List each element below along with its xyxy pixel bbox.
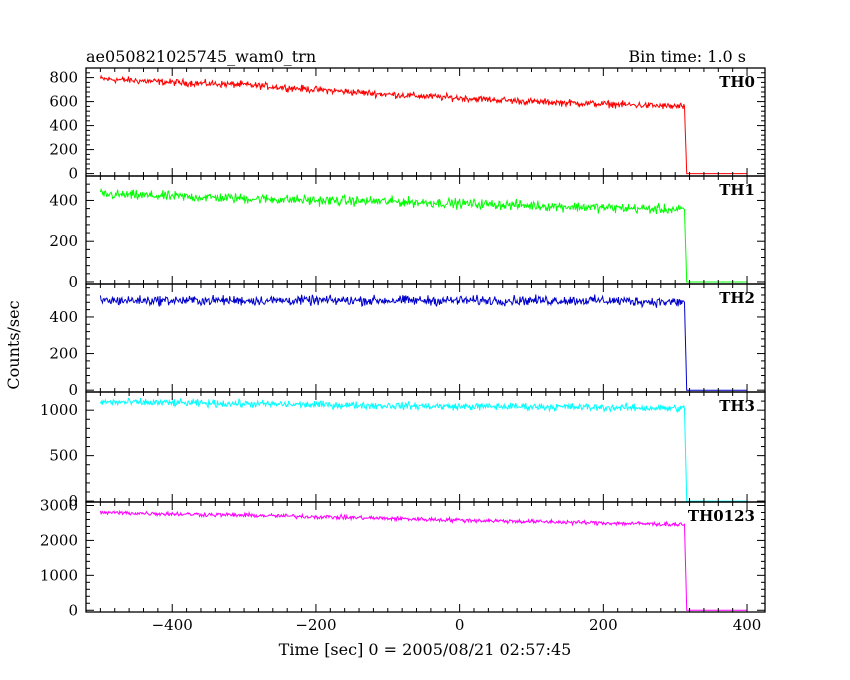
y-tick-label: 400 [49, 117, 78, 135]
panel-th0: 0 200 400 600 800 TH0 [49, 67, 766, 183]
y-tick-label: 200 [49, 141, 78, 159]
y-tick-label: 400 [49, 308, 78, 326]
y-tick-label: 2000 [40, 531, 78, 549]
bin-time-label: Bin time: 1.0 s [628, 47, 746, 66]
y-tick-label: 1000 [40, 566, 78, 584]
panel-label-th0: TH0 [719, 73, 755, 91]
panel-label-th0123: TH0123 [688, 507, 755, 525]
chart-title: ae050821025745_wam0_trn [86, 47, 316, 66]
series-line-th2 [99, 294, 747, 391]
panel-th1: 0 200 400 TH1 [49, 175, 766, 291]
y-tick-label: 800 [49, 69, 78, 87]
y-tick-label: 0 [68, 601, 78, 619]
y-tick-label: 500 [49, 447, 78, 465]
x-tick-label: −200 [295, 616, 336, 634]
y-tick-label: 3000 [40, 496, 78, 514]
panel-frame [85, 67, 766, 177]
panel-frame [85, 175, 766, 285]
series-line-th1 [99, 187, 747, 283]
series-line-th0 [99, 74, 747, 175]
panel-label-th3: TH3 [719, 397, 755, 415]
y-tick-label: 0 [68, 381, 78, 399]
y-tick-label: 600 [49, 93, 78, 111]
x-axis-label: Time [sec] 0 = 2005/08/21 02:57:45 [279, 640, 572, 659]
y-axis-label: Counts/sec [4, 300, 23, 389]
panel-label-th2: TH2 [719, 289, 755, 307]
x-tick-label: 400 [733, 616, 762, 634]
x-tick-label: 0 [455, 616, 465, 634]
y-tick-label: 0 [68, 492, 78, 510]
panels-group: 0 200 400 600 800 TH0 0 200 400 TH1 0 200 400 TH2 0 500… [40, 67, 766, 619]
y-tick-label: 400 [49, 191, 78, 209]
panel-label-th1: TH1 [719, 181, 755, 199]
panel-th0123: 0 1000 2000 3000 TH0123 [40, 496, 766, 619]
panel-frame [85, 501, 766, 613]
y-tick-label: 1000 [40, 401, 78, 419]
x-tick-labels: −400 −200 0 200 400 [152, 616, 762, 634]
series-line-th0123 [99, 509, 747, 611]
y-tick-label: 0 [68, 165, 78, 183]
series-line-th3 [99, 397, 747, 502]
x-tick-label: −400 [152, 616, 193, 634]
x-tick-label: 200 [589, 616, 618, 634]
panel-th2: 0 200 400 TH2 [49, 283, 766, 399]
y-tick-label: 200 [49, 345, 78, 363]
y-tick-label: 200 [49, 232, 78, 250]
y-tick-label: 0 [68, 273, 78, 291]
panel-th3: 0 500 1000 TH3 [40, 391, 766, 510]
